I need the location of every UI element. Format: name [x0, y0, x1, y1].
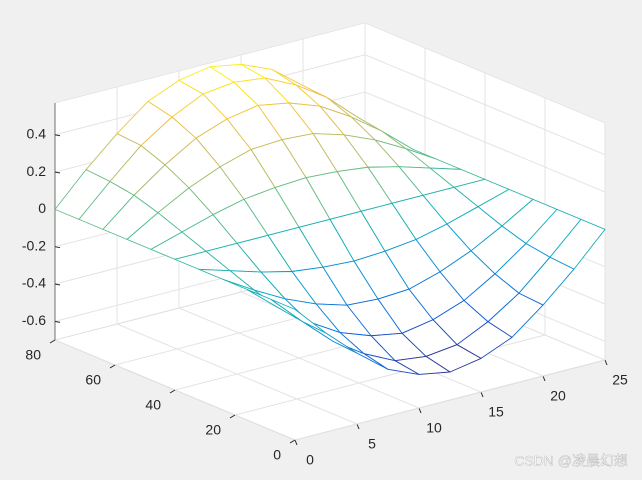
z-tick-label: -0.2	[22, 237, 46, 253]
tick-mark	[418, 407, 422, 414]
y-tick-label: 0	[273, 447, 281, 463]
tick-mark	[289, 439, 296, 444]
grid-line	[364, 91, 606, 193]
z-tick-label: 0.4	[27, 125, 47, 141]
tick-mark	[109, 364, 116, 369]
x-tick-label: 0	[306, 452, 314, 468]
tick-mark	[356, 423, 360, 430]
tick-mark	[604, 359, 608, 366]
tick-labels: 0 5 10 15 20 25 0 20 40 60 80 -0.6 -0.4 -0.2 0 0.2 0.4	[22, 125, 628, 467]
tick-mark	[54, 246, 61, 249]
tick-mark	[54, 320, 61, 323]
x-tick-label: 5	[368, 436, 376, 452]
grid-line	[294, 359, 606, 441]
tick-mark	[229, 414, 236, 419]
tick-mark	[54, 283, 61, 286]
z-tick-label: -0.6	[22, 312, 46, 328]
grid-line	[364, 54, 606, 156]
mesh-cell	[270, 298, 327, 334]
z-tick-label: 0.2	[27, 163, 47, 179]
y-tick-label: 40	[145, 397, 161, 413]
z-tick-label: 0	[38, 200, 46, 216]
mesh	[54, 63, 606, 375]
y-tick-label: 20	[205, 422, 221, 438]
tick-mark	[54, 171, 61, 174]
tick-mark	[480, 391, 484, 398]
tick-mark	[169, 389, 176, 394]
watermark: CSDN @凌晨幻想	[514, 453, 628, 469]
tick-mark	[54, 134, 61, 137]
x-tick-label: 15	[488, 404, 504, 420]
y-tick-label: 60	[85, 372, 101, 388]
x-tick-label: 25	[612, 372, 628, 388]
x-tick-label: 10	[426, 420, 442, 436]
tick-mark	[49, 339, 56, 344]
z-tick-label: -0.4	[22, 275, 46, 291]
y-tick-label: 80	[25, 347, 41, 363]
tick-mark	[294, 439, 298, 446]
tick-mark	[542, 375, 546, 382]
x-tick-label: 20	[550, 388, 566, 404]
